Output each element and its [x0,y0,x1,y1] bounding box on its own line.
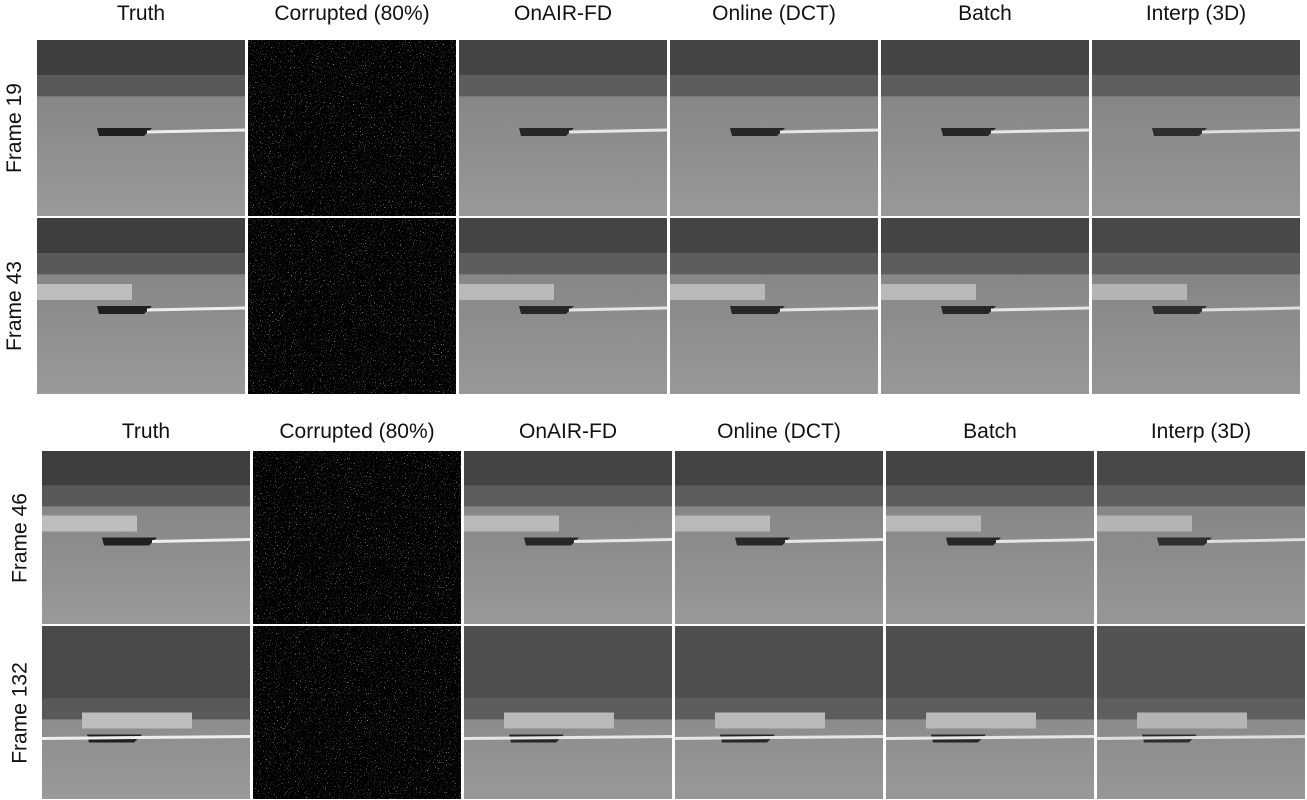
image-noise [253,626,461,799]
image-cell [37,40,245,216]
blur [459,218,667,394]
wake [147,308,245,310]
image-cell [670,218,878,394]
vegetation [37,218,245,253]
blur [675,626,883,799]
image-cell [886,451,1094,624]
shore [37,75,245,96]
image-cell [459,40,667,216]
blur [1092,218,1300,394]
column-header: Interp (3D) [1092,2,1300,26]
ship [42,516,137,532]
image-cell [42,451,250,624]
column-header: Corrupted (80%) [248,2,456,26]
column-header: OnAIR-FD [459,2,667,26]
image-cell [459,218,667,394]
wake [147,130,245,132]
image-cell [253,451,461,624]
image-cell [1097,451,1305,624]
boat [97,128,152,136]
blur [1097,626,1305,799]
figure: {"panels": [ {"columns": ["Truth", "Corr… [0,0,1307,800]
vegetation [42,451,250,486]
blur [886,626,1094,799]
image-cell [675,626,883,799]
column-header: Online (DCT) [670,2,878,26]
blur [464,451,672,624]
image-cell [464,626,672,799]
column-header: Online (DCT) [675,420,883,444]
blur [670,218,878,394]
row-label: Frame 132 [8,626,32,799]
blur [1097,451,1305,624]
column-header: Batch [886,420,1094,444]
column-header: Truth [37,2,245,26]
image-cell [1092,218,1300,394]
image-cell [675,451,883,624]
boat [97,306,152,314]
column-header: Batch [881,2,1089,26]
column-header: Corrupted (80%) [253,420,461,444]
image-cell [1092,40,1300,216]
image-cell [886,626,1094,799]
row-label: Frame 43 [3,218,27,394]
ship [82,713,192,729]
image-cell [42,626,250,799]
image-cell [248,218,456,394]
image-cell [253,626,461,799]
blur [1092,40,1300,216]
vegetation [42,626,250,699]
shore [37,253,245,274]
image-cell [881,40,1089,216]
image-cell [670,40,878,216]
wake [42,737,250,739]
ship [37,284,132,300]
image-noise [253,451,461,624]
blur [670,40,878,216]
image-cell [881,218,1089,394]
blur [459,40,667,216]
image-noise [248,218,456,394]
image-cell [464,451,672,624]
image-noise [248,40,456,216]
blur [464,626,672,799]
column-header: Truth [42,420,250,444]
blur [886,451,1094,624]
image-cell [248,40,456,216]
column-header: Interp (3D) [1097,420,1305,444]
blur [881,218,1089,394]
column-header: OnAIR-FD [464,420,672,444]
image-cell [1097,626,1305,799]
wake [152,540,250,542]
row-label: Frame 19 [3,40,27,216]
boat [102,538,157,546]
blur [881,40,1089,216]
row-label: Frame 46 [8,451,32,624]
blur [675,451,883,624]
vegetation [37,40,245,75]
image-cell [37,218,245,394]
shore [42,486,250,507]
